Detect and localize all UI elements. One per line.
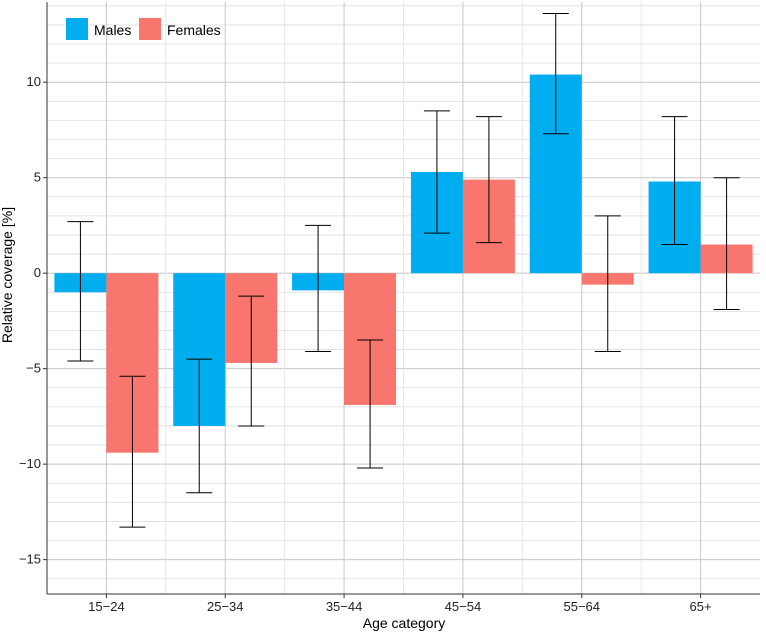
error-bars [67, 12, 740, 528]
y-tick-label: −5 [26, 361, 41, 376]
x-tick-label: 55−64 [563, 599, 600, 614]
grid [47, 2, 760, 594]
tick-labels: −15 −10 −5 0 5 10 15−24 25−34 35−44 45−54 55−64 65+ [19, 74, 712, 614]
x-tick-label: 65+ [690, 599, 712, 614]
legend-label-females: Females [167, 22, 221, 38]
legend-label-males: Males [94, 22, 131, 38]
y-tick-label: −10 [19, 456, 41, 471]
y-tick-label: −15 [19, 552, 41, 567]
y-tick-label: 0 [34, 265, 41, 280]
legend-swatch-females [139, 18, 161, 40]
x-tick-label: 45−54 [445, 599, 482, 614]
x-tick-label: 15−24 [88, 599, 125, 614]
x-tick-label: 35−44 [326, 599, 363, 614]
y-tick-label: 10 [27, 74, 41, 89]
y-axis-title: Relative coverage [%] [0, 207, 15, 343]
legend-swatch-males [66, 18, 88, 40]
x-tick-label: 25−34 [207, 599, 244, 614]
x-axis-title: Age category [363, 615, 446, 631]
axes [43, 2, 760, 598]
legend: Males Females [66, 18, 221, 40]
y-tick-label: 5 [34, 170, 41, 185]
